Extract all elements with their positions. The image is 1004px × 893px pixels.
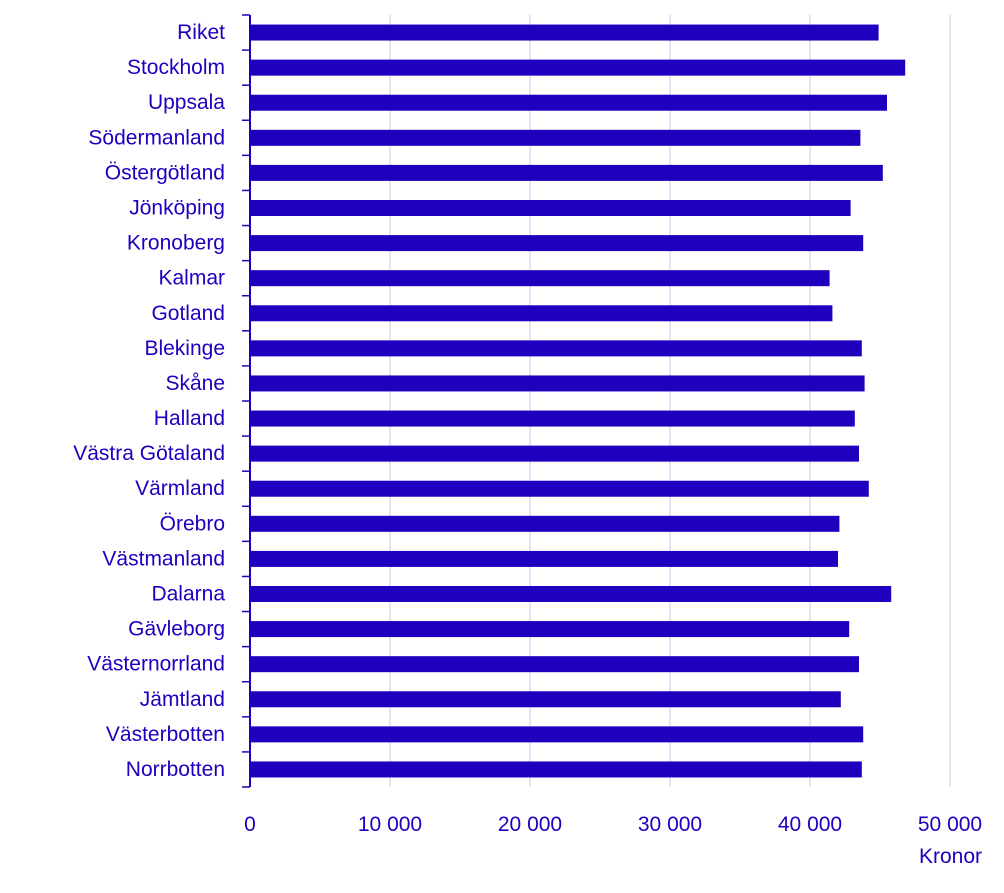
bar-2 [250,94,887,111]
bar-14 [250,515,840,532]
bar-10 [250,375,865,392]
category-label-5: Jönköping [129,197,225,220]
category-label-20: Västerbotten [106,723,225,746]
category-label-9: Blekinge [144,337,225,360]
category-label-13: Värmland [135,477,225,500]
category-label-0: Riket [177,21,225,44]
category-label-18: Västernorrland [87,653,225,676]
bar-3 [250,129,861,146]
category-labels: Riket Stockholm Uppsala Södermanland Östergö… [73,21,225,781]
x-axis-title: Kronor [919,845,982,868]
category-label-15: Västmanland [102,547,225,570]
x-tick-label-0: 0 [244,813,256,836]
category-label-14: Örebro [160,512,225,535]
bar-18 [250,656,859,673]
bar-19 [250,691,841,708]
bar-6 [250,235,864,252]
bar-12 [250,445,859,462]
category-label-1: Stockholm [127,56,225,79]
bar-8 [250,305,833,322]
x-tick-label-2: 20 000 [498,813,562,836]
category-label-2: Uppsala [148,91,225,114]
bar-13 [250,480,869,497]
category-label-16: Dalarna [151,583,225,606]
x-tick-label-3: 30 000 [638,813,702,836]
category-label-17: Gävleborg [128,618,225,641]
bar-15 [250,550,838,567]
category-label-7: Kalmar [158,267,225,290]
bar-1 [250,59,906,76]
bar-0 [250,24,879,41]
category-label-21: Norrbotten [126,758,225,781]
x-tick-label-1: 10 000 [358,813,422,836]
axes [242,14,251,788]
category-label-10: Skåne [165,372,225,395]
bar-21 [250,761,862,778]
category-label-12: Västra Götaland [73,442,225,465]
category-label-6: Kronoberg [127,232,225,255]
category-label-19: Jämtland [140,688,225,711]
bar-9 [250,340,862,357]
bar-20 [250,726,864,743]
x-tick-label-5: 50 000 [918,813,982,836]
bar-11 [250,410,855,427]
bar-16 [250,586,892,602]
category-label-11: Halland [154,407,225,430]
category-label-3: Södermanland [88,126,225,149]
bar-4 [250,164,883,181]
x-tick-label-4: 40 000 [778,813,842,836]
bars [250,24,906,778]
category-label-8: Gotland [151,302,225,325]
bar-7 [250,270,830,287]
bar-17 [250,621,850,638]
bar-5 [250,200,851,216]
category-label-4: Östergötland [105,161,225,184]
x-tick-labels: 0 10 000 20 000 30 000 40 000 50 000 [244,813,982,836]
